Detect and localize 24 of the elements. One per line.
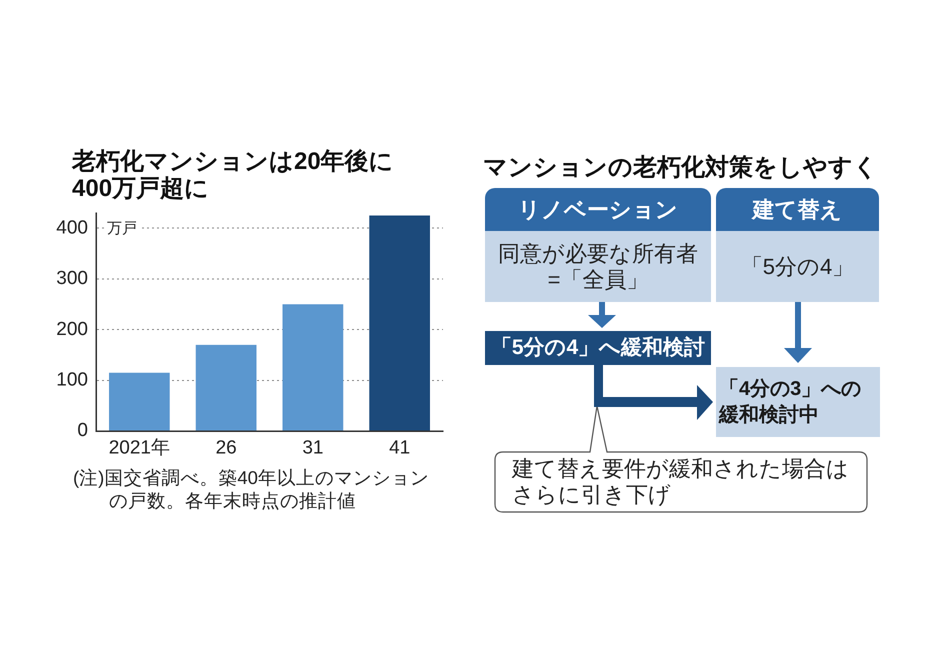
text: 建て替え	[750, 196, 844, 222]
text: 「4分の3」への緩和検討中	[719, 377, 862, 428]
bar	[369, 216, 430, 430]
bar	[109, 372, 170, 430]
y-tick-label: 0	[77, 420, 88, 442]
y-tick-label: 100	[56, 370, 88, 391]
y-tick-label: 300	[56, 268, 88, 290]
x-tick-label: 2021年	[108, 438, 170, 459]
y-tick-label: 200	[56, 318, 88, 340]
chart-title: 老朽化マンションは20年後に400万戸超に	[72, 148, 395, 202]
text: 同意が必要な所有者=「全員」	[497, 240, 699, 292]
y-tick-label: 400	[56, 217, 88, 238]
bar	[282, 304, 344, 430]
y-axis-title: 万戸	[104, 220, 140, 237]
text: リノベーション	[517, 196, 679, 222]
text: 「5分の4」へ緩和検討	[490, 335, 706, 361]
x-tick-label: 31	[302, 438, 324, 459]
text: (注)国交省調べ。築40年以上のマンションの戸数。各年末時点の推計値	[73, 466, 429, 512]
text: マンションの老朽化対策をしやすく	[483, 153, 878, 183]
text: 建て替え要件が緩和された場合はさらに引き下げ	[512, 456, 850, 508]
x-tick-label: 26	[216, 438, 237, 459]
text: 「5分の4」	[740, 254, 856, 280]
x-tick-label: 41	[389, 438, 410, 459]
bar	[196, 344, 256, 430]
